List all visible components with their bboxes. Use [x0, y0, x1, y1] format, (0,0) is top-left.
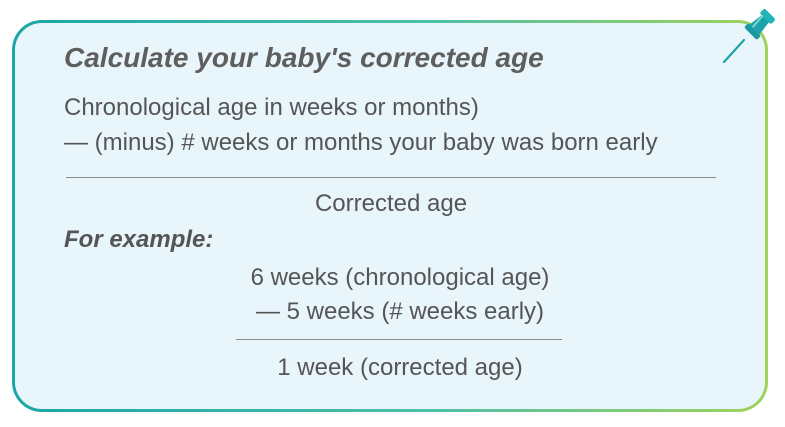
corrected-age-card — [12, 20, 768, 412]
example-result: 1 week (corrected age) — [277, 354, 523, 381]
formula-line-chronological: Chronological age in weeks or months) — [64, 94, 479, 121]
example-label: For example: — [64, 226, 214, 253]
card-title: Calculate your baby's corrected age — [64, 42, 544, 73]
pushpin-icon — [722, 9, 775, 64]
example-divider — [236, 339, 562, 340]
example-line-chronological: 6 weeks (chronological age) — [250, 264, 550, 291]
formula-line-minus-early: — (minus) # weeks or months your baby wa… — [64, 129, 658, 156]
example-line-minus-early: — 5 weeks (# weeks early) — [255, 298, 545, 325]
formula-result: Corrected age — [314, 190, 468, 217]
formula-divider — [66, 177, 716, 178]
